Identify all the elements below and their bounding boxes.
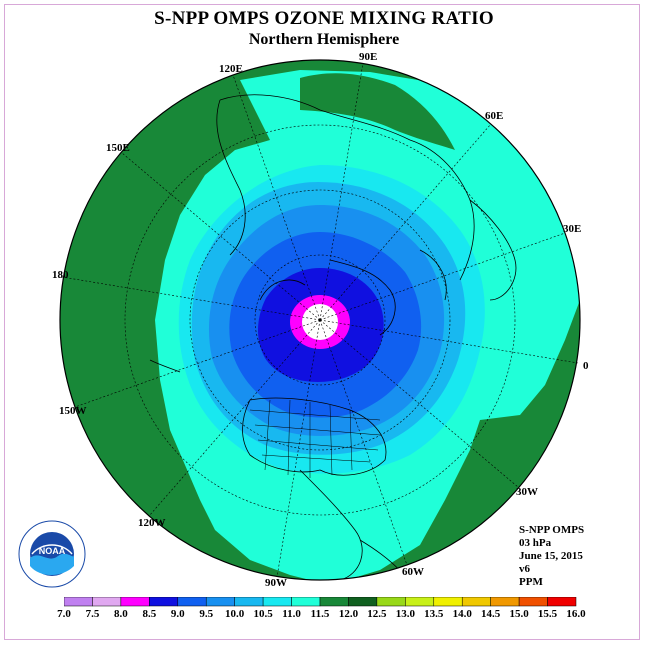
colorbar-tick-label: 14.0 <box>452 608 472 620</box>
colorbar-segment <box>92 597 122 607</box>
colorbar-segment <box>547 597 577 607</box>
colorbar-segment <box>490 597 520 607</box>
colorbar-tick-label: 11.5 <box>310 608 330 620</box>
lon-label-120e: 120E <box>219 63 243 75</box>
lon-label-90w: 90W <box>265 577 287 589</box>
lon-label-0: 0 <box>583 360 589 372</box>
info-level: 03 hPa <box>519 537 552 549</box>
colorbar-tick-label: 9.0 <box>170 608 185 620</box>
colorbar-tick-label: 14.5 <box>481 608 501 620</box>
colorbar-segment <box>376 597 406 607</box>
colorbar-tick-label: 16.0 <box>566 608 586 620</box>
colorbar-segment <box>433 597 463 607</box>
lon-label-30w: 30W <box>516 486 538 498</box>
product-info: S-NPP OMPS 03 hPa June 15, 2015 v6 PPM <box>519 524 584 589</box>
colorbar-tick-label: 9.5 <box>199 608 214 620</box>
figure-frame <box>4 4 640 640</box>
pole-no-data <box>302 304 338 340</box>
colorbar-tick-label: 8.0 <box>114 608 128 620</box>
colorbar-segment <box>405 597 435 607</box>
colorbar-tick-label: 8.5 <box>142 608 157 620</box>
colorbar-segment <box>518 597 548 607</box>
noaa-logo: NOAA <box>18 520 86 588</box>
colorbar-segment <box>262 597 292 607</box>
map-boundary <box>59 59 581 581</box>
lon-label-60w: 60W <box>402 566 424 578</box>
info-instrument: S-NPP OMPS <box>519 524 585 536</box>
noaa-logo-text: NOAA <box>39 546 66 556</box>
lon-label-90e: 90E <box>359 51 378 63</box>
colorbar-segment <box>120 597 150 607</box>
colorbar-segment <box>64 597 93 607</box>
colorbar-segment <box>177 597 207 607</box>
colorbar-tick-label: 10.0 <box>225 608 245 620</box>
info-version: v6 <box>519 563 530 575</box>
colorbar-segment <box>319 597 349 607</box>
colorbar-segment <box>234 597 264 607</box>
lon-label-150e: 150E <box>106 142 130 154</box>
coastlines <box>149 94 517 580</box>
colorbar-segment <box>205 597 235 607</box>
colorbar-segment <box>149 597 179 607</box>
colorbar-tick-label: 15.5 <box>537 608 558 620</box>
colorbar-tick-label: 11.0 <box>282 608 301 620</box>
colorbar-tick-label: 13.5 <box>424 608 444 620</box>
colorbar-tick-label: 7.0 <box>57 608 71 620</box>
lon-label-60e: 60E <box>485 110 504 122</box>
lon-label-120w: 120W <box>138 517 166 529</box>
colorbar-tick-label: 12.5 <box>367 608 387 620</box>
colorbar-tick-label: 13.0 <box>395 608 415 620</box>
us-state-grid <box>249 399 381 478</box>
colorbar-segment <box>291 597 321 607</box>
colorbar-tick-label: 7.5 <box>85 608 100 620</box>
colorbar-segment <box>461 597 491 607</box>
colorbar <box>64 597 577 607</box>
info-date: June 15, 2015 <box>519 550 583 562</box>
map-title: S-NPP OMPS OZONE MIXING RATIO <box>154 8 494 29</box>
colorbar-tick-label: 15.0 <box>509 608 529 620</box>
colorbar-segment <box>348 597 378 607</box>
map-subtitle: Northern Hemisphere <box>248 31 400 48</box>
colorbar-tick-label: 10.5 <box>253 608 273 620</box>
graticule <box>61 62 579 578</box>
lon-label-180: 180 <box>52 269 69 281</box>
lon-label-30e: 30E <box>563 223 582 235</box>
colorbar-tick-label: 12.0 <box>338 608 359 620</box>
info-units: PPM <box>519 576 543 588</box>
lon-label-150w: 150W <box>59 405 87 417</box>
ozone-lobe-inner-green <box>300 73 455 150</box>
